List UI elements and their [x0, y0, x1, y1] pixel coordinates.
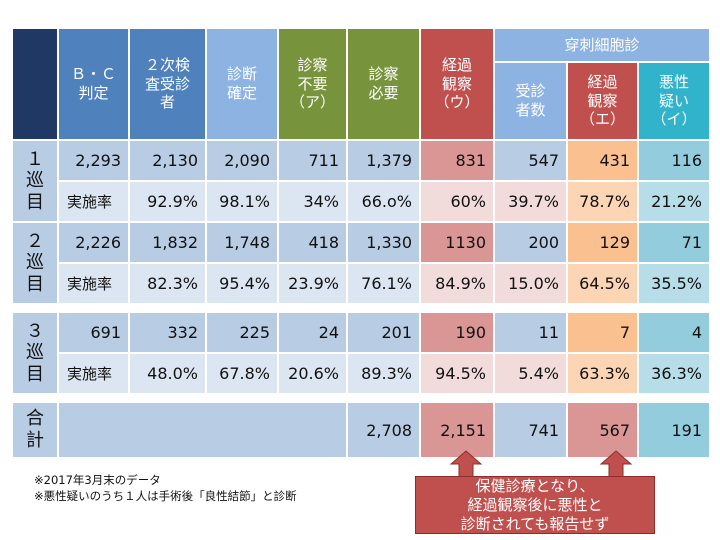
rate-cell: 63.3% — [568, 354, 637, 393]
footnote-date: ※2017年3月末のデータ — [34, 473, 161, 487]
rate-cell: 35.5% — [639, 264, 709, 303]
count-cell: 201 — [348, 313, 419, 352]
rate-label: 実施率 — [59, 264, 128, 303]
total-label: 合 計 — [13, 403, 57, 457]
count-cell: 71 — [639, 223, 709, 262]
rate-cell: 98.1% — [207, 182, 277, 221]
count-cell: 200 — [495, 223, 566, 262]
count-cell: 1,330 — [348, 223, 419, 262]
footnote-benign: ※悪性疑いのうち１人は手術後「良性結節」と診断 — [34, 489, 297, 503]
count-cell: 116 — [639, 141, 709, 180]
round-label: １ 巡 目 — [13, 141, 57, 221]
rate-cell: 84.9% — [421, 264, 493, 303]
rate-cell: 60% — [421, 182, 493, 221]
count-cell: 1,748 — [207, 223, 277, 262]
rate-cell: 78.7% — [568, 182, 637, 221]
header-exam-needed: 診察 必要 — [348, 29, 419, 139]
count-cell: 24 — [279, 313, 346, 352]
count-cell: 11 — [495, 313, 566, 352]
header-malignant-suspected: 悪性 疑い （イ） — [639, 63, 709, 139]
total-cell: 567 — [568, 403, 637, 457]
count-cell: 831 — [421, 141, 493, 180]
count-cell: 691 — [59, 313, 128, 352]
rate-cell: 76.1% — [348, 264, 419, 303]
count-cell: 332 — [130, 313, 205, 352]
rate-cell: 66.o% — [348, 182, 419, 221]
rate-cell: 82.3% — [130, 264, 205, 303]
footnotes: ※2017年3月末のデータ ※悪性疑いのうち１人は手術後「良性結節」と診断 — [34, 472, 297, 504]
total-blank-cell — [59, 403, 346, 457]
header-corner — [13, 29, 57, 139]
rate-cell: 34% — [279, 182, 346, 221]
rate-cell: 48.0% — [130, 354, 205, 393]
round-label: ３ 巡 目 — [13, 313, 57, 393]
count-cell: 2,130 — [130, 141, 205, 180]
count-cell: 1,379 — [348, 141, 419, 180]
count-cell: 711 — [279, 141, 346, 180]
rate-cell: 23.9% — [279, 264, 346, 303]
header-no-exam-needed: 診察 不要 （ア） — [279, 29, 346, 139]
rate-cell: 21.2% — [639, 182, 709, 221]
rate-cell: 94.5% — [421, 354, 493, 393]
total-cell: 191 — [639, 403, 709, 457]
header-follow-up-u: 経過 観察 （ウ） — [421, 29, 493, 139]
header-fine-needle-aspiration: 穿刺細胞診 — [495, 29, 709, 61]
count-cell: 431 — [568, 141, 637, 180]
total-cell: 2,708 — [348, 403, 419, 457]
rate-cell: 15.0% — [495, 264, 566, 303]
rate-label: 実施率 — [59, 182, 128, 221]
count-cell: 2,226 — [59, 223, 128, 262]
rate-cell: 64.5% — [568, 264, 637, 303]
rate-cell: 67.8% — [207, 354, 277, 393]
callout-note: 保健診療となり、 経過観察後に悪性と 診断されても報告せず — [415, 476, 655, 534]
header-diagnosis-confirmed: 診断 確定 — [207, 29, 277, 139]
count-cell: 1130 — [421, 223, 493, 262]
count-cell: 547 — [495, 141, 566, 180]
total-cell: 741 — [495, 403, 566, 457]
rate-cell: 36.3% — [639, 354, 709, 393]
count-cell: 4 — [639, 313, 709, 352]
count-cell: 7 — [568, 313, 637, 352]
header-follow-up-e: 経過 観察 （エ） — [568, 63, 637, 139]
rate-cell: 95.4% — [207, 264, 277, 303]
total-cell: 2,151 — [421, 403, 493, 457]
rate-cell: 20.6% — [279, 354, 346, 393]
rate-cell: 5.4% — [495, 354, 566, 393]
count-cell: 1,832 — [130, 223, 205, 262]
header-bc-judgment: Ｂ・Ｃ 判定 — [59, 29, 128, 139]
rate-cell: 89.3% — [348, 354, 419, 393]
count-cell: 129 — [568, 223, 637, 262]
header-fna-examinees: 受診 者数 — [495, 63, 566, 139]
rate-cell: 39.7% — [495, 182, 566, 221]
count-cell: 2,090 — [207, 141, 277, 180]
arrow-up-icon — [600, 450, 632, 478]
round-label: ２ 巡 目 — [13, 223, 57, 303]
count-cell: 190 — [421, 313, 493, 352]
count-cell: 225 — [207, 313, 277, 352]
rate-cell: 92.9% — [130, 182, 205, 221]
header-secondary-exam: ２次検 査受診 者 — [130, 29, 205, 139]
count-cell: 418 — [279, 223, 346, 262]
count-cell: 2,293 — [59, 141, 128, 180]
arrow-up-icon — [450, 450, 482, 478]
rate-label: 実施率 — [59, 354, 128, 393]
